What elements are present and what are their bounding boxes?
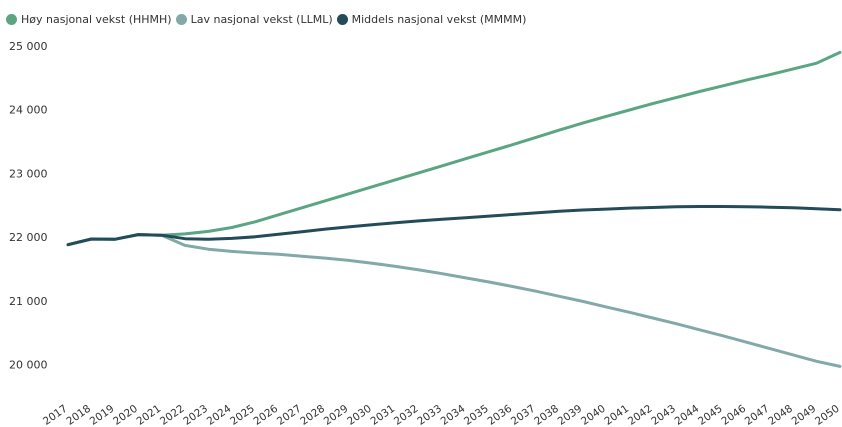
x-tick-label: 2027 — [275, 403, 304, 427]
y-tick-label: 20 000 — [9, 359, 48, 372]
legend-item-high[interactable]: Høy nasjonal vekst (HHMH) — [6, 13, 172, 26]
legend-marker-high — [6, 13, 17, 25]
legend-marker-low — [175, 13, 187, 25]
x-tick-label: 2049 — [790, 403, 819, 427]
x-tick-label: 2030 — [345, 403, 374, 427]
legend-label-medium: Middels nasjonal vekst (MMMM) — [351, 12, 527, 26]
series-line-medium[interactable] — [66, 205, 842, 247]
x-tick-label: 2017 — [41, 403, 70, 427]
x-axis: 2017201820192020202120222023202420252026… — [41, 402, 842, 427]
series-lines — [66, 50, 842, 368]
x-tick-label: 2039 — [556, 403, 585, 427]
x-tick-label: 2041 — [602, 403, 631, 427]
legend-item-low[interactable]: Lav nasjonal vekst (LLML) — [175, 12, 333, 26]
x-tick-label: 2043 — [649, 403, 678, 427]
y-tick-label: 25 000 — [9, 40, 48, 53]
chart-legend: Høy nasjonal vekst (HHMH) Lav nasjonal v… — [6, 11, 530, 27]
x-tick-label: 2024 — [205, 402, 234, 427]
legend-label-low: Lav nasjonal vekst (LLML) — [190, 12, 333, 26]
y-tick-label: 21 000 — [9, 295, 48, 308]
x-tick-label: 2026 — [251, 402, 280, 427]
legend-marker-medium — [336, 13, 348, 25]
x-tick-label: 2019 — [88, 403, 117, 427]
x-tick-label: 2047 — [743, 403, 772, 427]
x-tick-label: 2032 — [392, 403, 421, 427]
x-tick-label: 2029 — [322, 403, 351, 427]
x-tick-label: 2020 — [111, 403, 140, 427]
x-tick-label: 2035 — [462, 403, 491, 427]
y-axis: 20 000 21 000 22 000 23 000 24 000 25 000 — [9, 40, 48, 372]
x-tick-label: 2028 — [298, 403, 327, 427]
legend-label-high: Høy nasjonal vekst (HHMH) — [21, 12, 172, 26]
x-tick-label: 2037 — [509, 403, 538, 427]
x-tick-label: 2021 — [135, 403, 164, 427]
x-tick-label: 2034 — [439, 402, 468, 427]
y-tick-label: 23 000 — [9, 167, 48, 180]
x-tick-label: 2044 — [673, 402, 702, 427]
x-tick-label: 2045 — [696, 403, 725, 427]
series-line-high[interactable] — [66, 50, 842, 247]
x-tick-label: 2040 — [579, 403, 608, 427]
legend-item-medium[interactable]: Middels nasjonal vekst (MMMM) — [336, 12, 527, 26]
x-tick-label: 2033 — [415, 403, 444, 427]
x-tick-label: 2050 — [813, 403, 842, 427]
x-tick-label: 2022 — [158, 403, 187, 427]
x-tick-label: 2042 — [626, 403, 655, 427]
series-line-low[interactable] — [66, 233, 842, 368]
x-tick-label: 2031 — [368, 403, 397, 427]
x-tick-label: 2025 — [228, 403, 257, 427]
x-tick-label: 2018 — [64, 403, 93, 427]
x-tick-label: 2023 — [181, 403, 210, 427]
y-tick-label: 24 000 — [9, 104, 48, 117]
x-tick-label: 2048 — [766, 403, 795, 427]
y-tick-label: 22 000 — [9, 231, 48, 244]
x-tick-label: 2038 — [532, 403, 561, 427]
x-tick-label: 2046 — [719, 402, 748, 427]
x-tick-label: 2036 — [485, 402, 514, 427]
